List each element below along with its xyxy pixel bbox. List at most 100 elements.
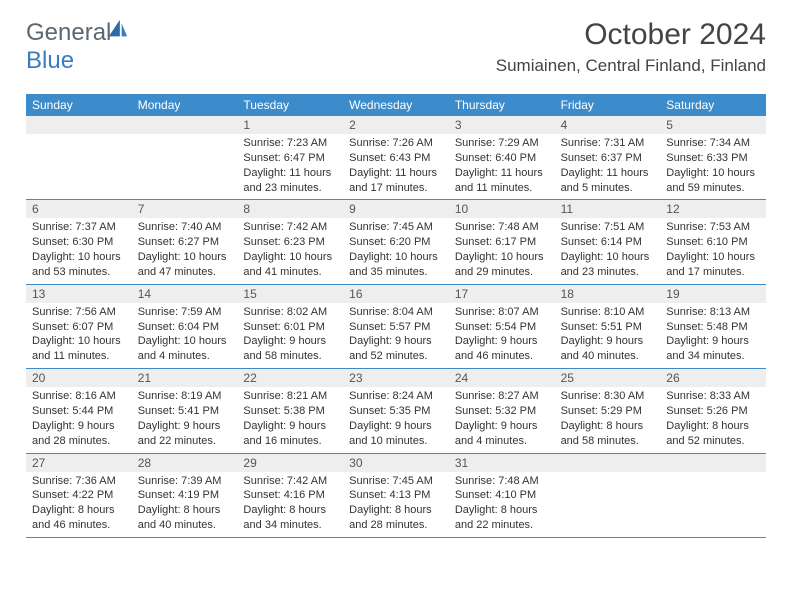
day-cell: 5Sunrise: 7:34 AMSunset: 6:33 PMDaylight… — [660, 116, 766, 199]
day-cell: 15Sunrise: 8:02 AMSunset: 6:01 PMDayligh… — [237, 285, 343, 368]
day-number — [555, 454, 661, 472]
day-cell: 18Sunrise: 8:10 AMSunset: 5:51 PMDayligh… — [555, 285, 661, 368]
day-cell: 9Sunrise: 7:45 AMSunset: 6:20 PMDaylight… — [343, 200, 449, 283]
day-body: Sunrise: 8:24 AMSunset: 5:35 PMDaylight:… — [343, 387, 449, 452]
day-number: 26 — [660, 369, 766, 387]
day-cell: 29Sunrise: 7:42 AMSunset: 4:16 PMDayligh… — [237, 454, 343, 537]
sunset-text: Sunset: 4:19 PM — [138, 488, 232, 503]
day-body: Sunrise: 7:53 AMSunset: 6:10 PMDaylight:… — [660, 218, 766, 283]
day-number: 28 — [132, 454, 238, 472]
day-number: 9 — [343, 200, 449, 218]
day-number: 4 — [555, 116, 661, 134]
sunset-text: Sunset: 5:26 PM — [666, 404, 760, 419]
sunrise-text: Sunrise: 8:13 AM — [666, 305, 760, 320]
sunset-text: Sunset: 6:20 PM — [349, 235, 443, 250]
sunset-text: Sunset: 4:22 PM — [32, 488, 126, 503]
sunrise-text: Sunrise: 8:04 AM — [349, 305, 443, 320]
weekday-header: Tuesday — [237, 94, 343, 116]
sail-icon — [107, 18, 129, 40]
daylight-text: Daylight: 11 hours and 11 minutes. — [455, 166, 549, 196]
day-cell: 11Sunrise: 7:51 AMSunset: 6:14 PMDayligh… — [555, 200, 661, 283]
day-body: Sunrise: 8:10 AMSunset: 5:51 PMDaylight:… — [555, 303, 661, 368]
day-cell: 14Sunrise: 7:59 AMSunset: 6:04 PMDayligh… — [132, 285, 238, 368]
sunrise-text: Sunrise: 7:48 AM — [455, 474, 549, 489]
daylight-text: Daylight: 10 hours and 59 minutes. — [666, 166, 760, 196]
sunrise-text: Sunrise: 7:34 AM — [666, 136, 760, 151]
day-body: Sunrise: 7:36 AMSunset: 4:22 PMDaylight:… — [26, 472, 132, 537]
sunset-text: Sunset: 6:43 PM — [349, 151, 443, 166]
location-label: Sumiainen, Central Finland, Finland — [496, 56, 766, 76]
sunrise-text: Sunrise: 7:42 AM — [243, 220, 337, 235]
day-cell: 30Sunrise: 7:45 AMSunset: 4:13 PMDayligh… — [343, 454, 449, 537]
day-body: Sunrise: 7:29 AMSunset: 6:40 PMDaylight:… — [449, 134, 555, 199]
day-number: 14 — [132, 285, 238, 303]
week-row: 13Sunrise: 7:56 AMSunset: 6:07 PMDayligh… — [26, 285, 766, 369]
sunrise-text: Sunrise: 8:10 AM — [561, 305, 655, 320]
day-number: 19 — [660, 285, 766, 303]
day-number: 7 — [132, 200, 238, 218]
day-cell: 2Sunrise: 7:26 AMSunset: 6:43 PMDaylight… — [343, 116, 449, 199]
day-body: Sunrise: 8:16 AMSunset: 5:44 PMDaylight:… — [26, 387, 132, 452]
day-body: Sunrise: 8:27 AMSunset: 5:32 PMDaylight:… — [449, 387, 555, 452]
title-block: October 2024 Sumiainen, Central Finland,… — [496, 18, 766, 76]
sunset-text: Sunset: 5:32 PM — [455, 404, 549, 419]
day-number: 21 — [132, 369, 238, 387]
sunrise-text: Sunrise: 7:31 AM — [561, 136, 655, 151]
day-cell: 7Sunrise: 7:40 AMSunset: 6:27 PMDaylight… — [132, 200, 238, 283]
page-title: October 2024 — [496, 18, 766, 52]
day-cell: 23Sunrise: 8:24 AMSunset: 5:35 PMDayligh… — [343, 369, 449, 452]
day-cell: 21Sunrise: 8:19 AMSunset: 5:41 PMDayligh… — [132, 369, 238, 452]
sunrise-text: Sunrise: 8:07 AM — [455, 305, 549, 320]
sunset-text: Sunset: 5:51 PM — [561, 320, 655, 335]
week-row: 27Sunrise: 7:36 AMSunset: 4:22 PMDayligh… — [26, 454, 766, 538]
day-number — [132, 116, 238, 134]
sunrise-text: Sunrise: 7:56 AM — [32, 305, 126, 320]
sunset-text: Sunset: 6:01 PM — [243, 320, 337, 335]
sunrise-text: Sunrise: 8:27 AM — [455, 389, 549, 404]
sunset-text: Sunset: 4:10 PM — [455, 488, 549, 503]
sunset-text: Sunset: 5:48 PM — [666, 320, 760, 335]
day-number: 27 — [26, 454, 132, 472]
day-body: Sunrise: 7:42 AMSunset: 6:23 PMDaylight:… — [237, 218, 343, 283]
sunrise-text: Sunrise: 7:26 AM — [349, 136, 443, 151]
day-number: 12 — [660, 200, 766, 218]
sunset-text: Sunset: 6:47 PM — [243, 151, 337, 166]
day-number: 24 — [449, 369, 555, 387]
sunset-text: Sunset: 4:16 PM — [243, 488, 337, 503]
day-body: Sunrise: 7:34 AMSunset: 6:33 PMDaylight:… — [660, 134, 766, 199]
day-body: Sunrise: 7:31 AMSunset: 6:37 PMDaylight:… — [555, 134, 661, 199]
sunset-text: Sunset: 6:04 PM — [138, 320, 232, 335]
sunrise-text: Sunrise: 7:51 AM — [561, 220, 655, 235]
day-number: 11 — [555, 200, 661, 218]
day-cell — [26, 116, 132, 199]
day-cell: 31Sunrise: 7:48 AMSunset: 4:10 PMDayligh… — [449, 454, 555, 537]
day-body: Sunrise: 7:45 AMSunset: 6:20 PMDaylight:… — [343, 218, 449, 283]
day-number: 23 — [343, 369, 449, 387]
daylight-text: Daylight: 11 hours and 23 minutes. — [243, 166, 337, 196]
day-cell: 3Sunrise: 7:29 AMSunset: 6:40 PMDaylight… — [449, 116, 555, 199]
day-body: Sunrise: 7:42 AMSunset: 4:16 PMDaylight:… — [237, 472, 343, 537]
daylight-text: Daylight: 11 hours and 17 minutes. — [349, 166, 443, 196]
sunrise-text: Sunrise: 7:36 AM — [32, 474, 126, 489]
daylight-text: Daylight: 10 hours and 4 minutes. — [138, 334, 232, 364]
daylight-text: Daylight: 9 hours and 4 minutes. — [455, 419, 549, 449]
daylight-text: Daylight: 9 hours and 10 minutes. — [349, 419, 443, 449]
day-body: Sunrise: 7:48 AMSunset: 6:17 PMDaylight:… — [449, 218, 555, 283]
sunset-text: Sunset: 6:40 PM — [455, 151, 549, 166]
daylight-text: Daylight: 8 hours and 52 minutes. — [666, 419, 760, 449]
daylight-text: Daylight: 10 hours and 17 minutes. — [666, 250, 760, 280]
sunrise-text: Sunrise: 8:30 AM — [561, 389, 655, 404]
daylight-text: Daylight: 8 hours and 40 minutes. — [138, 503, 232, 533]
sunset-text: Sunset: 6:23 PM — [243, 235, 337, 250]
day-number: 22 — [237, 369, 343, 387]
day-number: 29 — [237, 454, 343, 472]
day-number: 18 — [555, 285, 661, 303]
day-number: 1 — [237, 116, 343, 134]
sunset-text: Sunset: 5:41 PM — [138, 404, 232, 419]
sunrise-text: Sunrise: 7:42 AM — [243, 474, 337, 489]
weekday-header: Sunday — [26, 94, 132, 116]
sunrise-text: Sunrise: 7:23 AM — [243, 136, 337, 151]
week-row: 20Sunrise: 8:16 AMSunset: 5:44 PMDayligh… — [26, 369, 766, 453]
weeks-container: 1Sunrise: 7:23 AMSunset: 6:47 PMDaylight… — [26, 116, 766, 538]
daylight-text: Daylight: 11 hours and 5 minutes. — [561, 166, 655, 196]
